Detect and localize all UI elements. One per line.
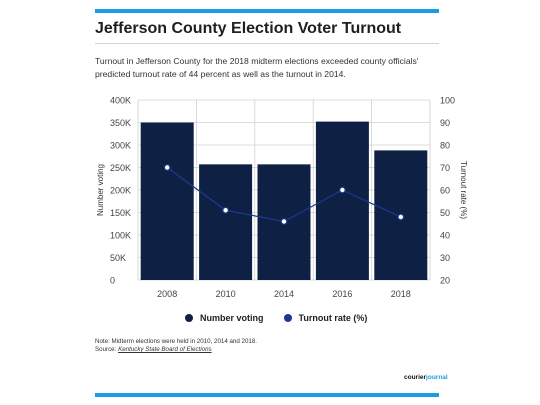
y-tick-label-right: 90	[440, 118, 450, 128]
publisher-logo: courierjournal	[404, 374, 448, 381]
turnout-point-2014	[280, 218, 288, 225]
legend-label: Number voting	[200, 313, 264, 323]
chart-subtitle: Turnout in Jefferson County for the 2018…	[95, 56, 419, 79]
turnout-point-2010	[222, 206, 230, 214]
legend-swatch-bars	[185, 314, 193, 322]
logo-text-courier: courier	[404, 374, 427, 381]
legend-label: Turnout rate (%)	[298, 313, 368, 323]
footnote-text: Note: Midterm elections were held in 201…	[95, 338, 258, 345]
top-accent-bar	[95, 9, 439, 13]
axis-labels: 0 50K 100K 150K 200K 250K 300K 350K 400K 20 30 40 50…	[96, 96, 468, 300]
y-tick-label-right: 100	[440, 96, 455, 106]
y-tick-label-right: 30	[440, 253, 450, 263]
legend-item-turnout-rate: Turnout rate (%)	[283, 313, 368, 323]
y-axis-title-right: Turnout rate (%)	[459, 161, 468, 219]
y-tick-label-left: 400K	[110, 96, 131, 106]
logo-text-journal: journal	[426, 374, 448, 381]
x-tick-label: 2008	[157, 289, 177, 299]
bottom-accent-bar	[95, 393, 439, 397]
footnote: Note: Midterm elections were held in 201…	[95, 338, 257, 354]
x-tick-label: 2014	[274, 289, 294, 299]
y-tick-label-right: 60	[440, 186, 450, 196]
bars	[140, 121, 428, 280]
turnout-point-2016	[339, 186, 346, 194]
source-prefix: Source:	[95, 346, 117, 353]
bar-2016	[315, 121, 369, 280]
y-tick-label-left: 100K	[110, 231, 131, 241]
legend-swatch-line	[283, 314, 292, 322]
source-line: Source: Kentucky State Board of Election…	[95, 346, 257, 354]
bar-2008	[140, 122, 194, 280]
y-axis-title-left: Number voting	[96, 164, 105, 216]
x-tick-label: 2018	[391, 289, 411, 299]
chart-legend: Number voting Turnout rate (%)	[185, 313, 367, 323]
y-tick-label-right: 80	[440, 141, 450, 151]
y-tick-label-left: 150K	[110, 208, 131, 218]
y-tick-label-right: 40	[440, 231, 450, 241]
turnout-point-2018	[397, 213, 405, 221]
y-tick-label-left: 250K	[110, 163, 131, 173]
chart-title: Jefferson County Election Voter Turnout	[95, 20, 402, 37]
title-divider	[95, 43, 439, 44]
legend-item-number-voting: Number voting	[185, 313, 264, 323]
turnout-line	[163, 164, 405, 225]
y-tick-label-left: 300K	[110, 141, 131, 151]
x-tick-label: 2016	[332, 289, 352, 299]
y-tick-label-right: 20	[440, 276, 450, 286]
x-tick-label: 2010	[216, 289, 236, 299]
source-link[interactable]: Kentucky State Board of Elections	[118, 346, 212, 353]
y-tick-label-right: 70	[440, 163, 450, 173]
y-tick-label-right: 50	[440, 208, 450, 218]
turnout-point-2008	[163, 164, 171, 171]
y-tick-label-left: 0	[110, 276, 115, 286]
y-tick-label-left: 50K	[110, 253, 126, 263]
bar-2010	[199, 164, 253, 280]
y-tick-label-left: 200K	[110, 186, 131, 196]
y-tick-label-left: 350K	[110, 118, 131, 128]
